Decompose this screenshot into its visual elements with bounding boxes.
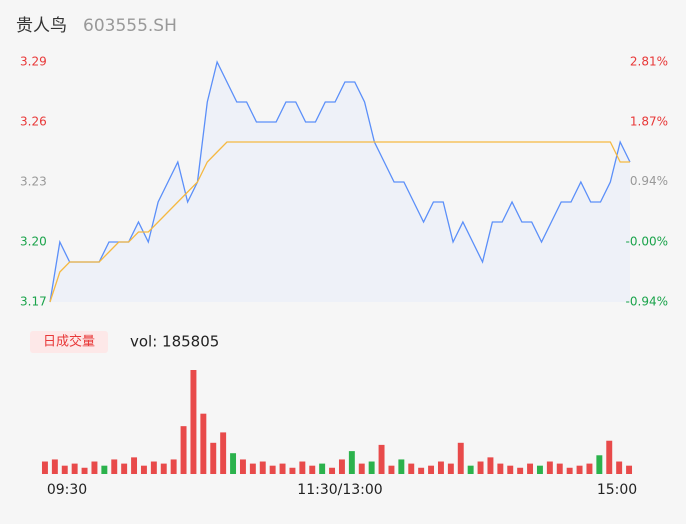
volume-bar [507,465,514,474]
volume-bar [378,444,385,474]
volume-bar [160,463,167,474]
stock-name: 贵人鸟 [16,16,67,36]
volume-bar [437,461,444,474]
x-tick-label: 11:30/13:00 [297,482,382,498]
volume-bar [388,465,395,474]
y-tick-label: 3.17 [20,295,47,309]
volume-bar [428,465,435,474]
volume-bar [616,461,623,474]
volume-bar [170,459,177,474]
y2-tick-label: 0.94% [630,174,668,188]
average-line [49,141,630,303]
volume-bar [408,463,415,474]
y-tick-label: 3.20 [20,235,47,249]
volume-bar [259,461,266,474]
volume-tab[interactable] [30,331,108,353]
volume-bar [150,461,157,474]
y2-tick-label: -0.00% [626,234,668,248]
volume-bar [309,465,316,474]
volume-bar [180,426,187,474]
volume-bar [61,465,68,474]
volume-bar [200,413,207,474]
volume-bar [566,467,573,474]
y2-tick-label: -0.94% [626,295,668,309]
stock-code: 603555.SH [83,16,177,36]
volume-bar [457,442,464,474]
price-line [49,60,631,303]
volume-bar [299,461,306,474]
volume-bar [101,465,108,474]
volume-bar [398,459,405,474]
volume-title[interactable]: 日成交量 [43,334,95,350]
volume-bar [289,467,296,474]
volume-bar [71,463,78,474]
volume-bar [536,465,543,474]
volume-bar [497,463,504,474]
price-area [50,62,630,302]
volume-bar [319,463,326,474]
volume-bar [230,453,237,474]
y-tick-label: 3.26 [20,115,47,129]
volume-bar [190,370,197,474]
volume-bar [51,459,58,474]
volume-bar [626,465,633,474]
volume-bar [220,432,227,474]
volume-bar [576,465,583,474]
y2-tick-label: 2.81% [630,55,668,69]
volume-bar [606,440,613,474]
volume-bar [596,455,603,474]
volume-bar [467,465,474,474]
volume-summary: vol: 185805 [130,333,219,351]
volume-bar [348,451,355,474]
volume-bar [121,463,128,474]
volume-bar [447,463,454,474]
volume-bar [269,465,276,474]
x-tick-label: 15:00 [597,482,637,498]
volume-bar [517,467,524,474]
volume-bar [140,465,147,474]
y-tick-label: 3.29 [20,55,47,69]
volume-bar [279,463,286,474]
volume-bar [91,461,98,474]
volume-bar [329,467,336,474]
volume-bar [338,459,345,474]
volume-bar [527,463,534,474]
volume-bar [487,457,494,474]
volume-bar [41,461,48,474]
volume-bar [546,461,553,474]
volume-bar [368,461,375,474]
volume-bar [418,467,425,474]
volume-bar [239,459,246,474]
y2-tick-label: 1.87% [630,115,668,129]
volume-bar [131,457,138,474]
volume-bar [477,461,484,474]
volume-bar [111,459,118,474]
x-tick-label: 09:30 [47,482,87,498]
volume-bar [586,463,593,474]
volume-bar [358,463,365,474]
volume-bar [210,442,217,474]
volume-bar [556,463,563,474]
volume-bar [249,463,256,474]
volume-bar [81,467,88,474]
y-tick-label: 3.23 [20,175,47,189]
